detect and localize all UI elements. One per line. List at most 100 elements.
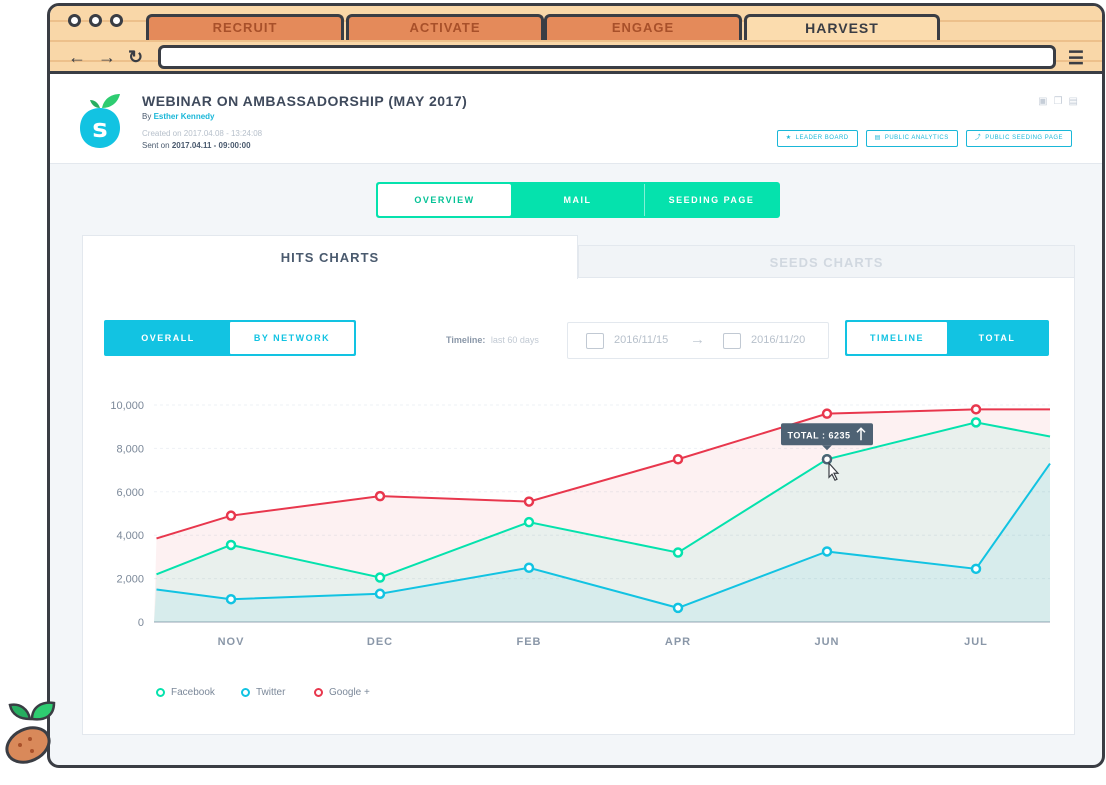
twitter-legend-label: Twitter xyxy=(256,687,286,698)
legend-item-twitter[interactable]: Twitter xyxy=(241,687,285,698)
maximize-window-button[interactable] xyxy=(110,14,123,27)
tab-engage[interactable]: ENGAGE xyxy=(544,14,742,40)
x-tick-label: DEC xyxy=(367,636,393,648)
campaign-header: s WEBINAR ON AMBASSADORSHIP (MAY 2017) B… xyxy=(50,74,1102,164)
total-button[interactable]: TOTAL xyxy=(978,333,1016,343)
y-tick-label: 6,000 xyxy=(116,487,144,499)
forward-arrow-icon[interactable]: → xyxy=(98,47,116,67)
data-point xyxy=(970,563,982,575)
tab-overview[interactable]: OVERVIEW xyxy=(378,184,511,216)
date-from[interactable]: 2016/11/15 xyxy=(614,334,669,346)
created-date: Created on 2017.04.08 - 13:24:08 xyxy=(142,129,263,138)
sent-date: 2017.04.11 - 09:00:00 xyxy=(171,141,251,150)
tab-seeds-charts[interactable]: SEEDS CHARTS xyxy=(578,245,1075,278)
timeline-button[interactable]: TIMELINE xyxy=(847,322,947,354)
date-to[interactable]: 2016/11/20 xyxy=(751,334,806,346)
tooltip-point xyxy=(821,454,833,465)
y-axis-labels: 0 2,000 4,000 6,000 8,000 10,000 xyxy=(110,400,144,629)
x-axis-labels: NOV DEC FEB APR JUN JUL xyxy=(218,636,988,648)
window-controls xyxy=(68,14,123,27)
pointer-cursor-icon xyxy=(828,461,840,482)
data-point xyxy=(821,546,833,557)
tab-hits-charts[interactable]: HITS CHARTS xyxy=(82,235,578,279)
timeline-label-text: Timeline: xyxy=(446,335,486,345)
legend-item-facebook[interactable]: Facebook xyxy=(156,687,215,698)
tooltip-label: TOTAL : 6235 xyxy=(787,430,850,440)
tooltip-box xyxy=(781,423,873,446)
facebook-legend-dot xyxy=(156,688,165,697)
tab-harvest[interactable]: HARVEST xyxy=(744,14,940,40)
svg-text:s: s xyxy=(92,114,107,144)
data-point xyxy=(523,496,535,507)
facebook-legend-label: Facebook xyxy=(171,687,215,698)
arrow-up-icon xyxy=(856,427,866,441)
overall-button[interactable]: OVERALL xyxy=(141,333,195,343)
data-point xyxy=(374,572,386,583)
document-icon[interactable]: ▣ xyxy=(1038,96,1048,107)
timeline-label: Timeline: last 60 days xyxy=(446,335,539,345)
public-seeding-page-button[interactable]: ⤴ PUBLIC SEEDING PAGE xyxy=(965,130,1072,147)
main-tab-bar: OVERVIEW MAIL SEEDING PAGE xyxy=(376,182,780,218)
series-line-2 xyxy=(156,408,1050,540)
trophy-icon: ★ xyxy=(785,135,792,141)
y-tick-label: 0 xyxy=(138,617,144,629)
chart-tooltip: TOTAL : 6235 xyxy=(781,423,873,482)
x-tick-label: JUL xyxy=(964,636,988,648)
sent-date-line: Sent on 2017.04.11 - 09:00:00 xyxy=(142,141,251,150)
author-link[interactable]: Esther Kennedy xyxy=(153,112,215,121)
campaign-title: WEBINAR ON AMBASSADORSHIP (MAY 2017) xyxy=(142,93,468,109)
data-point xyxy=(523,516,535,528)
nav-controls: ← → ↻ xyxy=(68,47,143,68)
public-analytics-button[interactable]: ▤ PUBLIC ANALYTICS xyxy=(865,130,958,147)
brand-logo-icon: s xyxy=(80,94,120,148)
archive-icon[interactable]: ▤ xyxy=(1068,96,1078,107)
data-point xyxy=(970,417,982,428)
share-icon: ⤴ xyxy=(974,135,982,141)
twitter-legend-dot xyxy=(241,688,250,697)
header-icon-group: ▣ ❐ ▤ xyxy=(1038,96,1078,107)
header-actions: ★ LEADER BOARD ▤ PUBLIC ANALYTICS ⤴ PUBL… xyxy=(776,130,1072,147)
y-tick-label: 8,000 xyxy=(116,443,144,455)
browser-window: RECRUIT ACTIVATE ENGAGE HARVEST ← → ↻ ☰ … xyxy=(47,3,1105,768)
copy-icon[interactable]: ❐ xyxy=(1053,96,1063,107)
chart-grid xyxy=(154,404,1050,623)
address-bar[interactable] xyxy=(158,45,1056,69)
minimize-window-button[interactable] xyxy=(89,14,102,27)
tab-activate[interactable]: ACTIVATE xyxy=(346,14,544,40)
series-line-1 xyxy=(156,463,1051,609)
by-network-button[interactable]: BY NETWORK xyxy=(230,322,354,354)
tab-mail[interactable]: MAIL xyxy=(563,195,592,205)
hamburger-menu-icon[interactable]: ☰ xyxy=(1067,48,1084,68)
calendar-icon[interactable] xyxy=(723,333,741,349)
sent-prefix: Sent on xyxy=(142,141,170,150)
data-point xyxy=(970,404,982,415)
leader-board-label: LEADER BOARD xyxy=(795,135,849,141)
y-tick-label: 10,000 xyxy=(110,400,144,412)
browser-titlebar: RECRUIT ACTIVATE ENGAGE HARVEST ← → ↻ ☰ xyxy=(50,6,1102,74)
data-point xyxy=(225,539,237,551)
calendar-icon[interactable] xyxy=(586,333,604,349)
date-range-picker[interactable]: 2016/11/15 → 2016/11/20 xyxy=(567,322,829,359)
data-point xyxy=(672,547,684,558)
chart-areas xyxy=(154,409,1050,622)
hits-chart: 0 2,000 4,000 6,000 8,000 10,000 NOV DEC FEB APR… xyxy=(110,400,1051,648)
close-window-button[interactable] xyxy=(68,14,81,27)
tab-recruit[interactable]: RECRUIT xyxy=(146,14,344,40)
campaign-author-line: By Esther Kennedy xyxy=(142,112,214,121)
leader-board-button[interactable]: ★ LEADER BOARD xyxy=(776,130,858,147)
data-point xyxy=(225,593,237,605)
area-0 xyxy=(154,422,1050,622)
series-line-0 xyxy=(156,421,1051,579)
back-arrow-icon[interactable]: ← xyxy=(68,47,86,67)
bar-chart-icon: ▤ xyxy=(874,135,881,141)
mode-toggle: TIMELINE TOTAL xyxy=(845,320,1049,356)
public-analytics-label: PUBLIC ANALYTICS xyxy=(884,135,949,141)
data-point xyxy=(374,490,386,502)
data-point xyxy=(672,602,684,614)
tooltip-arrow xyxy=(822,445,832,451)
tab-seeding-page[interactable]: SEEDING PAGE xyxy=(644,184,778,216)
scope-toggle: OVERALL BY NETWORK xyxy=(104,320,356,356)
reload-icon[interactable]: ↻ xyxy=(128,47,144,67)
legend-item-google[interactable]: Google + xyxy=(314,687,370,698)
arrow-right-icon: → xyxy=(690,331,705,348)
